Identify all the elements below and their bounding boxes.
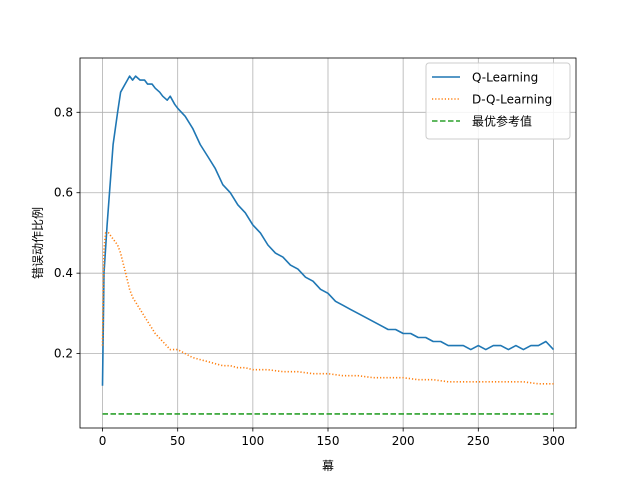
series-lines xyxy=(101,75,555,415)
y-tick-label: 0.6 xyxy=(54,186,73,200)
x-tick-label: 0 xyxy=(99,434,107,448)
legend-box xyxy=(425,62,571,140)
x-tick-label: 300 xyxy=(542,434,565,448)
series-line-0 xyxy=(101,75,555,386)
y-tick-label: 0.4 xyxy=(54,266,73,280)
y-tick-label: 0.2 xyxy=(54,347,73,361)
legend-label: Q-Learning xyxy=(472,71,538,85)
x-tick-label: 100 xyxy=(241,434,264,448)
x-axis-label: 幕 xyxy=(322,459,334,473)
y-tick-label: 0.8 xyxy=(54,105,73,119)
axis-ticks: 0 50 100 150 200 250 300 0.2 0.4 0.6 0.8 xyxy=(54,105,565,448)
x-tick-label: 150 xyxy=(317,434,340,448)
y-axis-label: 错误动作比例 xyxy=(31,207,45,279)
legend-label: 最优参考值 xyxy=(472,114,532,129)
x-tick-label: 250 xyxy=(467,434,490,448)
x-tick-label: 200 xyxy=(392,434,415,448)
legend-label: D-Q-Learning xyxy=(472,93,552,107)
x-tick-label: 50 xyxy=(170,434,185,448)
legend: Q-Learning D-Q-Learning 最优参考值 xyxy=(425,62,571,140)
